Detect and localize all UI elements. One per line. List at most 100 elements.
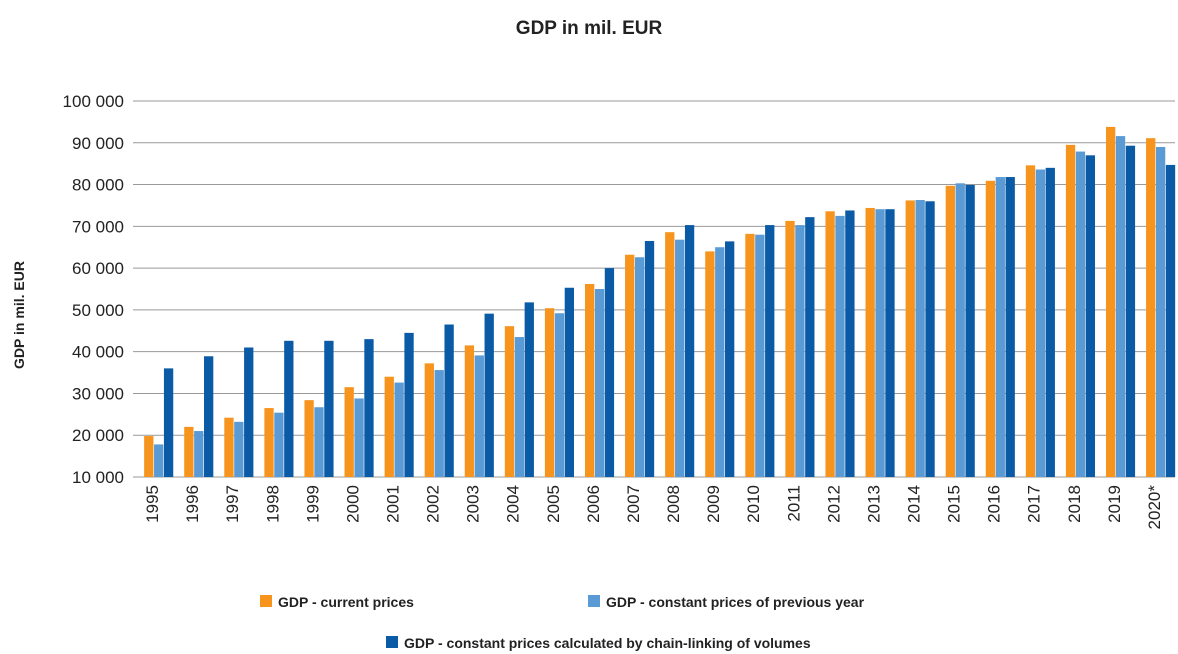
bar: [144, 436, 154, 477]
y-tick-label: 90 000: [72, 134, 124, 153]
bar: [795, 225, 805, 477]
bar: [1005, 177, 1015, 477]
bar: [995, 177, 1005, 477]
bar: [1125, 145, 1136, 478]
bar: [915, 200, 925, 477]
bar: [925, 201, 935, 477]
bar: [424, 363, 434, 477]
y-tick-label: 70 000: [72, 217, 124, 236]
bar: [644, 240, 655, 477]
bar: [1075, 151, 1086, 477]
bar: [384, 376, 394, 477]
bar: [634, 257, 645, 477]
bar: [1115, 136, 1126, 478]
legend-label: GDP - constant prices of previous year: [606, 594, 865, 610]
bar: [544, 308, 555, 477]
bar: [1045, 167, 1055, 477]
y-tick-label: 60 000: [72, 259, 124, 278]
legend-label: GDP - current prices: [278, 594, 414, 610]
bar: [875, 209, 885, 477]
x-tick-label: 2019: [1105, 485, 1124, 523]
bar: [675, 239, 685, 477]
bar: [504, 326, 515, 477]
bar: [354, 398, 364, 477]
x-tick-label: 2011: [784, 485, 803, 522]
bar: [684, 225, 695, 477]
bar: [985, 180, 996, 477]
bar: [163, 368, 174, 477]
bar: [725, 241, 735, 477]
bar: [204, 356, 214, 477]
x-tick-label: 2005: [544, 485, 563, 523]
bar: [244, 347, 254, 477]
bar: [264, 408, 274, 477]
x-tick-label: 2016: [985, 485, 1004, 523]
y-tick-label: 40 000: [72, 343, 124, 362]
y-tick-label: 50 000: [72, 301, 124, 320]
bar: [554, 313, 565, 477]
y-tick-label: 30 000: [72, 384, 124, 403]
x-tick-label: 2010: [744, 485, 763, 523]
bar: [604, 268, 615, 477]
bar: [464, 345, 475, 477]
bar: [434, 370, 444, 477]
bar: [965, 184, 975, 477]
bar: [1065, 144, 1076, 477]
bar: [755, 234, 765, 477]
x-tick-label: 2012: [824, 485, 843, 523]
x-tick-label: 2008: [664, 485, 683, 523]
bar: [1025, 165, 1036, 478]
bar: [865, 207, 875, 477]
bar: [665, 232, 675, 477]
bar: [474, 355, 484, 477]
x-tick-label: 1995: [143, 485, 162, 523]
bar: [484, 313, 494, 477]
bar: [154, 444, 164, 477]
legend-swatch: [260, 595, 272, 607]
bar: [564, 287, 575, 477]
bar: [1105, 126, 1116, 477]
bar: [1165, 164, 1176, 478]
bar: [715, 247, 725, 477]
y-tick-label: 80 000: [72, 176, 124, 195]
bar: [1155, 146, 1166, 477]
y-axis-label: GDP in mil. EUR: [11, 261, 27, 369]
bar: [314, 407, 324, 477]
x-tick-label: 2000: [343, 485, 362, 523]
x-tick-label: 2007: [624, 485, 643, 523]
bar: [344, 387, 354, 477]
bar: [845, 210, 855, 478]
x-tick-label: 1998: [263, 485, 282, 523]
x-tick-label: 1997: [223, 485, 242, 523]
bar: [514, 337, 525, 477]
bar: [404, 332, 414, 477]
bar: [224, 417, 234, 477]
bar: [1085, 155, 1096, 478]
x-tick-label: 1999: [303, 485, 322, 523]
x-tick-label: 1996: [183, 485, 202, 523]
bar: [835, 215, 845, 477]
bar: [584, 283, 595, 477]
bar: [765, 225, 775, 477]
y-tick-label: 10 000: [72, 468, 124, 487]
chart-title: GDP in mil. EUR: [516, 18, 663, 39]
bar: [785, 220, 795, 477]
x-tick-label: 2004: [504, 485, 523, 523]
x-tick-label: 2018: [1065, 485, 1084, 523]
x-tick-label: 2020*: [1145, 485, 1164, 530]
bar: [524, 302, 534, 477]
bar: [284, 340, 294, 477]
bar: [274, 412, 284, 477]
bar: [1146, 138, 1156, 477]
bar: [304, 400, 314, 477]
bar: [444, 324, 454, 477]
x-tick-label: 2017: [1025, 485, 1044, 523]
x-tick-label: 2015: [945, 485, 964, 523]
x-tick-label: 2006: [584, 485, 603, 523]
y-tick-label: 20 000: [72, 426, 124, 445]
legend-label: GDP - constant prices calculated by chai…: [404, 635, 811, 651]
bar: [394, 382, 404, 477]
bar: [594, 289, 605, 477]
bar: [1035, 169, 1046, 477]
